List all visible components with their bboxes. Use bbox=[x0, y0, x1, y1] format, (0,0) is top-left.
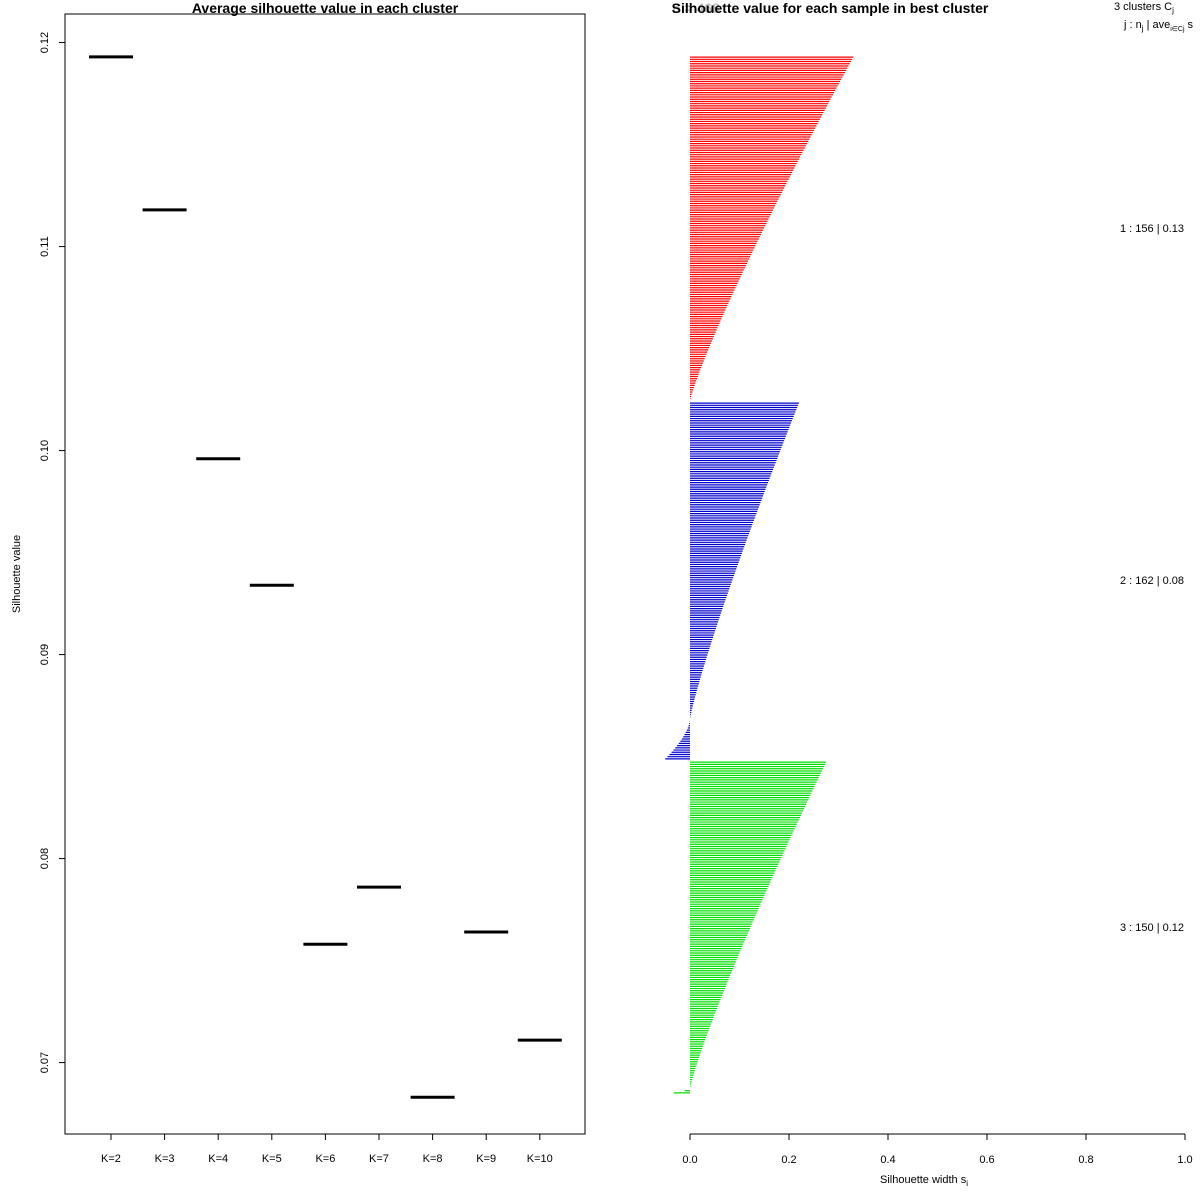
y-tick-label: 0.09 bbox=[39, 644, 51, 665]
y-tick-label: 0.10 bbox=[39, 440, 51, 461]
x-tick-label: 1.0 bbox=[1177, 1154, 1192, 1166]
left-plot-frame bbox=[65, 14, 585, 1134]
x-tick-label: K=5 bbox=[262, 1153, 282, 1165]
x-tick-label: K=3 bbox=[155, 1153, 175, 1165]
right-x-axis-label: Silhouette width si bbox=[880, 1174, 968, 1188]
x-tick-label: K=9 bbox=[476, 1153, 496, 1165]
x-tick-label: 0.8 bbox=[1078, 1154, 1093, 1166]
x-tick-label: K=6 bbox=[315, 1153, 335, 1165]
x-tick-label: K=7 bbox=[369, 1153, 389, 1165]
y-tick-label: 0.07 bbox=[39, 1052, 51, 1073]
x-tick-label: 0.6 bbox=[979, 1154, 994, 1166]
x-tick-label: K=2 bbox=[101, 1153, 121, 1165]
x-tick-label: 0.4 bbox=[880, 1154, 895, 1166]
left-plot-title: Average silhouette value in each cluster bbox=[192, 0, 459, 16]
y-tick-label: 0.08 bbox=[39, 848, 51, 869]
x-tick-label: 0.2 bbox=[781, 1154, 796, 1166]
y-tick-label: 0.11 bbox=[39, 236, 51, 257]
legend-header-line1: 3 clusters Cj bbox=[1114, 1, 1174, 15]
x-tick-label: K=8 bbox=[423, 1153, 443, 1165]
silhouette-chart-svg: Average silhouette value in each cluster… bbox=[0, 0, 1200, 1200]
silhouette-figure: Average silhouette value in each cluster… bbox=[0, 0, 1200, 1200]
left-plot-marks: 0.07 0.08 0.09 0.10 0.11 0.12 K=2 K=3 K=4 K=5 K=6 K… bbox=[39, 32, 562, 1165]
x-tick-label: K=10 bbox=[527, 1153, 553, 1165]
right-plot-title: Silhouette value for each sample in best… bbox=[672, 0, 989, 16]
y-tick-label: 0.12 bbox=[39, 32, 51, 53]
x-tick-label: 0.0 bbox=[682, 1154, 697, 1166]
left-y-axis-label: Silhouette value bbox=[11, 535, 23, 613]
x-tick-label: K=4 bbox=[208, 1153, 228, 1165]
legend-header-line2: j : nj | avei∈Cj s bbox=[1123, 19, 1194, 33]
cluster-label: 2 : 162 | 0.08 bbox=[1120, 575, 1184, 587]
right-plot-marks: 0.0 0.2 0.4 0.6 0.8 1.0 1 : 156 | 0.13 2 : 162 … bbox=[665, 57, 1192, 1166]
cluster-label: 3 : 150 | 0.12 bbox=[1120, 922, 1184, 934]
cluster-label: 1 : 156 | 0.13 bbox=[1120, 223, 1184, 235]
